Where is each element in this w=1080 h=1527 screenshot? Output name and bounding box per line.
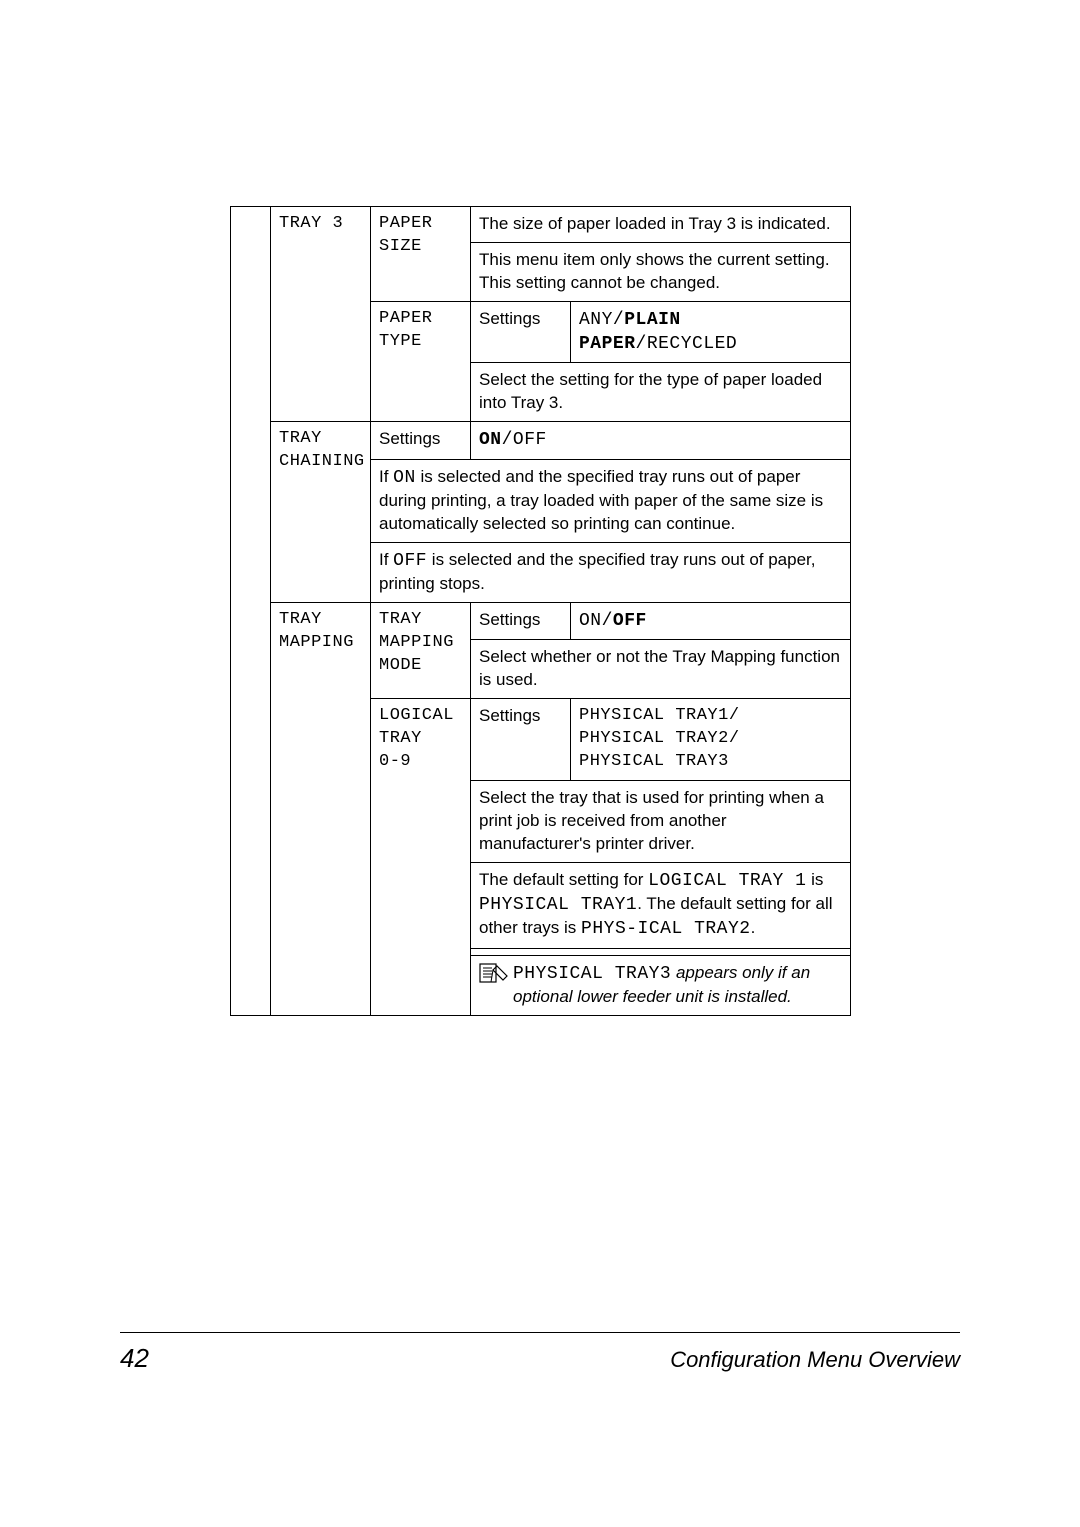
paper-type-desc: Select the setting for the type of paper… <box>471 363 851 422</box>
page-footer: 42 Configuration Menu Overview <box>120 1332 960 1374</box>
settings-label-3: Settings <box>471 602 571 639</box>
paper-type-options: ANY/PLAIN PAPER/RECYCLED <box>571 301 851 363</box>
logical-desc-1: Select the tray that is used for printin… <box>471 780 851 862</box>
chaining-options: ON/OFF <box>471 422 851 459</box>
chaining-desc-on: If ON is selected and the specified tray… <box>371 459 851 542</box>
paper-size-label: PAPER SIZE <box>371 207 471 302</box>
paper-type-opt-post: /RECYCLED <box>636 334 738 354</box>
paper-type-label: PAPER TYPE <box>371 301 471 421</box>
note-icon <box>479 962 509 984</box>
logical-desc-2: The default setting for LOGICAL TRAY 1 i… <box>471 862 851 948</box>
settings-label-2: Settings <box>371 422 471 459</box>
config-table-wrap: TRAY 3 PAPER SIZE The size of paper load… <box>230 206 850 1016</box>
tray3-label: TRAY 3 <box>271 207 371 422</box>
left-gutter <box>231 207 271 1016</box>
paper-type-opt-pre: ANY/ <box>579 310 624 330</box>
mapping-opt-pre: ON/ <box>579 611 613 631</box>
mapping-mode-options: ON/OFF <box>571 602 851 639</box>
paper-size-desc-2: This menu item only shows the current se… <box>471 242 851 301</box>
mapping-opt-bold: OFF <box>613 611 647 631</box>
note-text: PHYSICAL TRAY3 appears only if an option… <box>513 962 842 1009</box>
settings-label-4: Settings <box>471 699 571 781</box>
config-table: TRAY 3 PAPER SIZE The size of paper load… <box>230 206 851 1016</box>
tray-mapping-label: TRAY MAPPING <box>271 602 371 1015</box>
logical-options: PHYSICAL TRAY1/ PHYSICAL TRAY2/ PHYSICAL… <box>571 699 851 781</box>
paper-size-desc-1: The size of paper loaded in Tray 3 is in… <box>471 207 851 243</box>
chaining-opt-bold: ON <box>479 430 502 450</box>
chaining-opt-post: /OFF <box>502 430 547 450</box>
tray-chaining-label: TRAY CHAINING <box>271 422 371 603</box>
logical-tray-label: LOGICAL TRAY 0-9 <box>371 699 471 1016</box>
chaining-desc-off: If OFF is selected and the specified tra… <box>371 542 851 602</box>
settings-label-1: Settings <box>471 301 571 363</box>
note-row: PHYSICAL TRAY3 appears only if an option… <box>471 955 851 1015</box>
page-number: 42 <box>120 1343 149 1374</box>
spacer <box>471 948 851 955</box>
page: TRAY 3 PAPER SIZE The size of paper load… <box>0 0 1080 1527</box>
footer-title: Configuration Menu Overview <box>670 1347 960 1373</box>
tray-mapping-mode-label: TRAY MAPPING MODE <box>371 602 471 698</box>
mapping-mode-desc: Select whether or not the Tray Mapping f… <box>471 640 851 699</box>
